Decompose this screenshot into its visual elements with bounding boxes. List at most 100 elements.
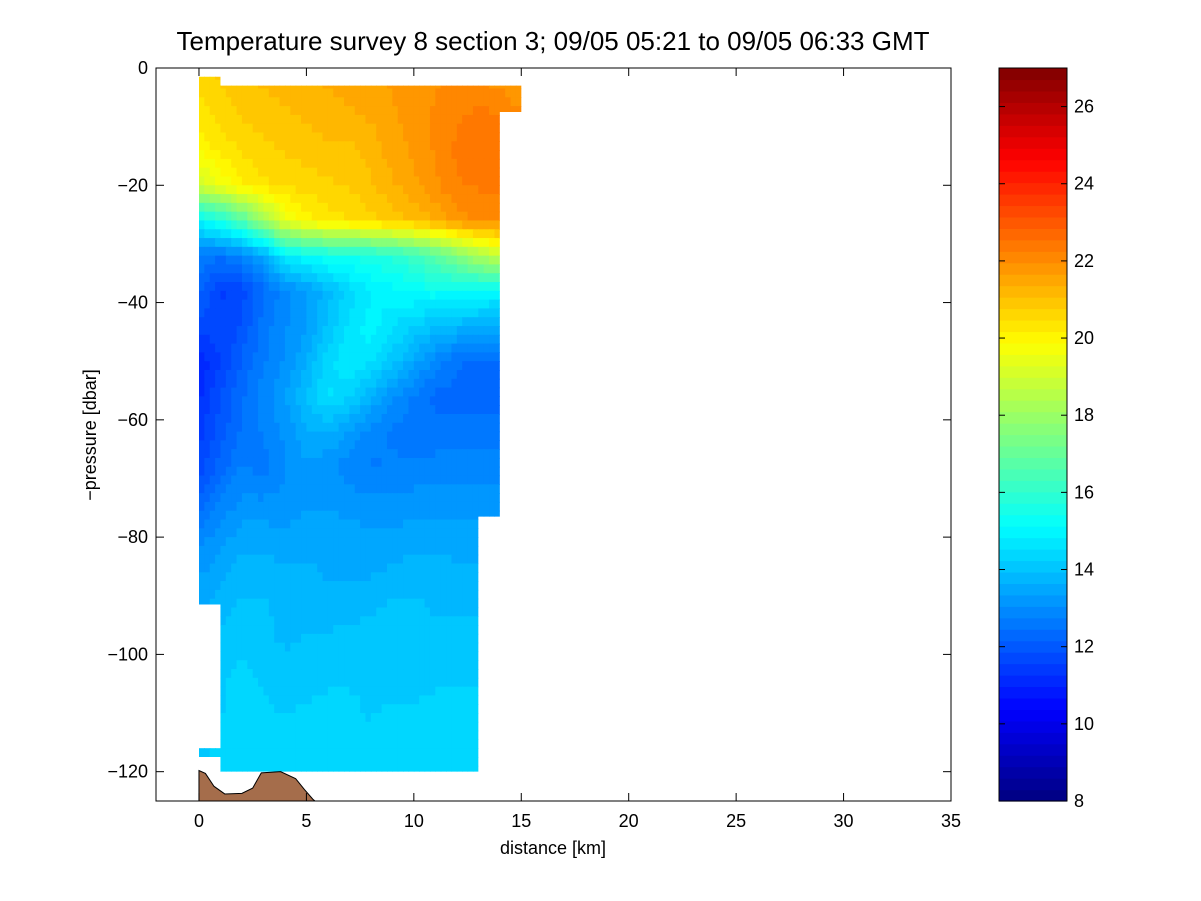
field-cell	[258, 484, 265, 494]
field-cell	[247, 158, 254, 169]
field-cell	[215, 123, 222, 134]
field-cell	[204, 581, 211, 591]
field-cell	[290, 528, 297, 538]
field-cell	[311, 405, 318, 415]
field-cell	[392, 457, 399, 468]
field-cell	[381, 545, 388, 556]
field-cell	[392, 141, 399, 151]
field-cell	[322, 475, 329, 485]
field-cell	[258, 343, 265, 354]
field-cell	[263, 220, 270, 230]
field-cell	[258, 757, 265, 767]
field-cell	[435, 114, 442, 125]
field-cell	[365, 255, 372, 266]
field-cell	[333, 370, 340, 380]
field-cell	[429, 765, 436, 772]
field-cell	[198, 484, 205, 494]
field-cell	[231, 757, 238, 767]
field-cell	[478, 282, 485, 292]
field-cell	[322, 326, 329, 336]
field-cell	[397, 264, 404, 274]
field-cell	[252, 510, 259, 521]
field-cell	[333, 343, 340, 354]
field-cell	[290, 431, 297, 441]
field-cell	[279, 607, 286, 617]
field-cell	[381, 721, 388, 732]
field-cell	[419, 695, 426, 705]
field-cell	[446, 563, 453, 573]
field-cell	[241, 695, 248, 705]
field-cell	[403, 589, 410, 600]
field-cell	[258, 378, 265, 389]
field-cell	[462, 317, 469, 327]
field-cell	[354, 457, 361, 468]
field-cell	[392, 229, 399, 239]
x-tick-label: 20	[619, 811, 639, 831]
field-cell	[241, 633, 248, 644]
field-cell	[381, 141, 388, 151]
field-cell	[370, 114, 377, 125]
field-cell	[494, 220, 501, 230]
field-cell	[241, 537, 248, 547]
field-cell	[472, 422, 479, 433]
field-cell	[295, 677, 302, 688]
field-cell	[413, 431, 420, 441]
field-cell	[403, 651, 410, 661]
field-cell	[322, 581, 329, 591]
field-cell	[327, 396, 334, 406]
field-cell	[268, 114, 275, 125]
field-cell	[241, 765, 248, 772]
field-cell	[220, 308, 227, 318]
field-cell	[338, 440, 345, 450]
field-cell	[365, 308, 372, 318]
field-cell	[419, 167, 426, 178]
field-cell	[274, 158, 281, 169]
field-cell	[215, 114, 222, 125]
field-cell	[429, 378, 436, 389]
field-cell	[290, 501, 297, 512]
field-cell	[521, 88, 522, 98]
field-cell	[462, 238, 469, 248]
field-cell	[467, 704, 474, 714]
field-cell	[247, 660, 254, 670]
field-cell	[333, 765, 340, 772]
field-cell	[274, 352, 281, 362]
field-cell	[220, 211, 227, 222]
field-cell	[209, 581, 216, 591]
field-cell	[440, 510, 447, 521]
field-cell	[284, 739, 291, 749]
field-cell	[338, 528, 345, 538]
field-cell	[386, 97, 393, 107]
field-cell	[429, 457, 436, 468]
field-cell	[370, 141, 377, 151]
field-cell	[360, 194, 367, 204]
field-cell	[467, 141, 474, 151]
field-cell	[360, 361, 367, 371]
field-cell	[397, 669, 404, 679]
field-cell	[424, 317, 431, 327]
field-cell	[231, 642, 238, 653]
field-cell	[301, 299, 307, 310]
field-cell	[284, 554, 291, 565]
field-cell	[231, 141, 238, 151]
field-cell	[198, 422, 205, 433]
field-cell	[392, 255, 399, 266]
field-cell	[451, 501, 458, 512]
field-cell	[446, 396, 453, 406]
field-cell	[354, 537, 361, 547]
field-cell	[198, 132, 205, 142]
field-cell	[483, 123, 490, 134]
field-cell	[231, 273, 238, 283]
field-cell	[252, 211, 259, 222]
field-cell	[344, 449, 350, 459]
field-cell	[295, 598, 302, 609]
field-cell	[198, 290, 205, 301]
field-cell	[403, 194, 410, 204]
field-cell	[322, 246, 329, 257]
field-cell	[429, 686, 436, 697]
field-cell	[349, 493, 356, 503]
field-cell	[301, 106, 307, 116]
field-cell	[263, 642, 270, 653]
field-cell	[220, 273, 227, 283]
